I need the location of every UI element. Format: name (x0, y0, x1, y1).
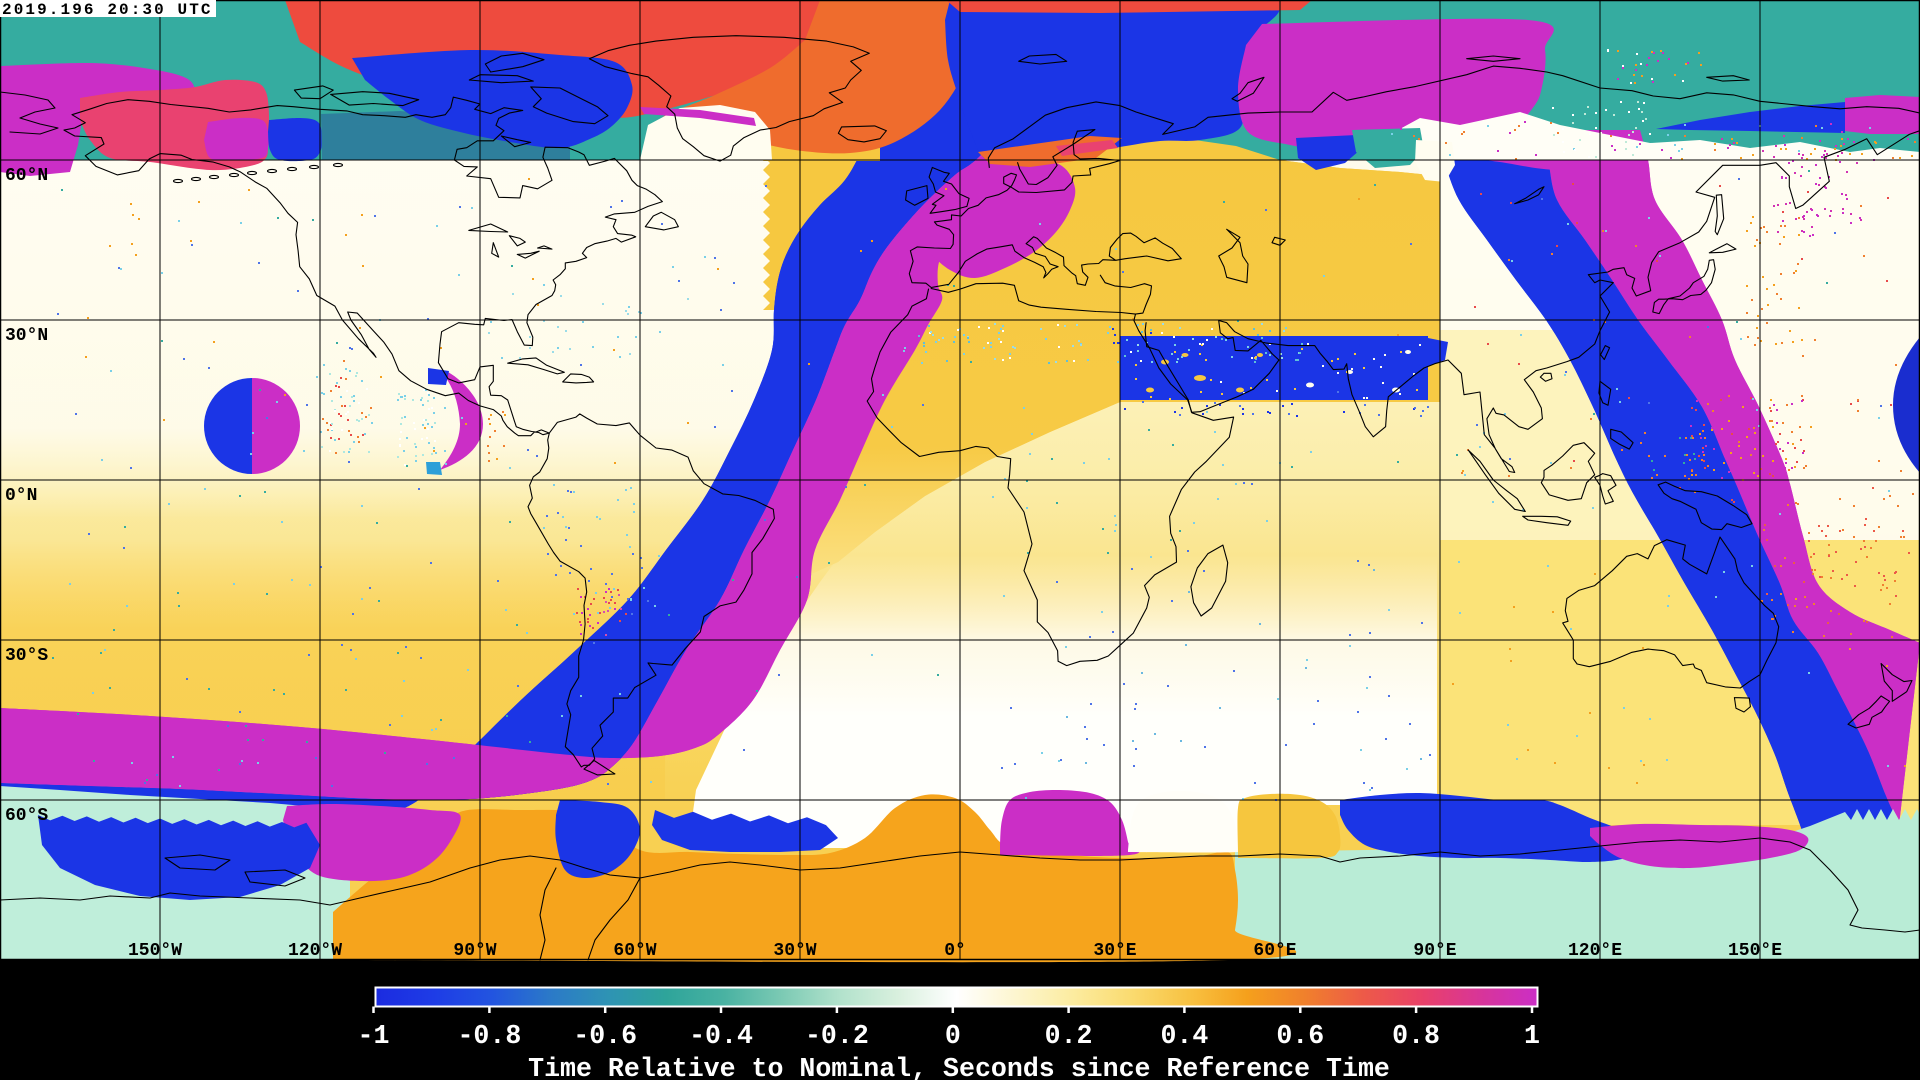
svg-text:30°N: 30°N (5, 326, 48, 346)
svg-text:-0.4: -0.4 (689, 1021, 753, 1051)
svg-text:150°W: 150°W (128, 941, 182, 961)
svg-text:60°W: 60°W (613, 941, 656, 961)
svg-text:120°W: 120°W (288, 941, 342, 961)
svg-text:-0.6: -0.6 (573, 1021, 637, 1051)
svg-text:150°E: 150°E (1728, 941, 1782, 961)
svg-text:Time Relative to Nominal, Seco: Time Relative to Nominal, Seconds since … (528, 1054, 1390, 1080)
svg-text:-1: -1 (358, 1021, 390, 1051)
svg-text:0: 0 (945, 1021, 961, 1051)
svg-text:0.2: 0.2 (1045, 1021, 1093, 1051)
svg-text:-0.8: -0.8 (457, 1021, 521, 1051)
svg-text:0°: 0° (944, 941, 966, 961)
svg-text:60°S: 60°S (5, 806, 48, 826)
svg-text:120°E: 120°E (1568, 941, 1622, 961)
svg-text:30°W: 30°W (773, 941, 816, 961)
svg-text:60°E: 60°E (1253, 941, 1296, 961)
svg-text:30°S: 30°S (5, 646, 48, 666)
svg-text:90°W: 90°W (453, 941, 496, 961)
svg-text:30°E: 30°E (1093, 941, 1136, 961)
svg-text:60°N: 60°N (5, 166, 48, 186)
svg-text:0.8: 0.8 (1392, 1021, 1440, 1051)
svg-text:1: 1 (1524, 1021, 1540, 1051)
svg-text:0.6: 0.6 (1276, 1021, 1324, 1051)
svg-text:-0.2: -0.2 (805, 1021, 869, 1051)
svg-text:0°N: 0°N (5, 486, 37, 506)
svg-text:2019.196 20:30 UTC: 2019.196 20:30 UTC (2, 1, 213, 19)
svg-text:0.4: 0.4 (1160, 1021, 1208, 1051)
svg-text:90°E: 90°E (1413, 941, 1456, 961)
